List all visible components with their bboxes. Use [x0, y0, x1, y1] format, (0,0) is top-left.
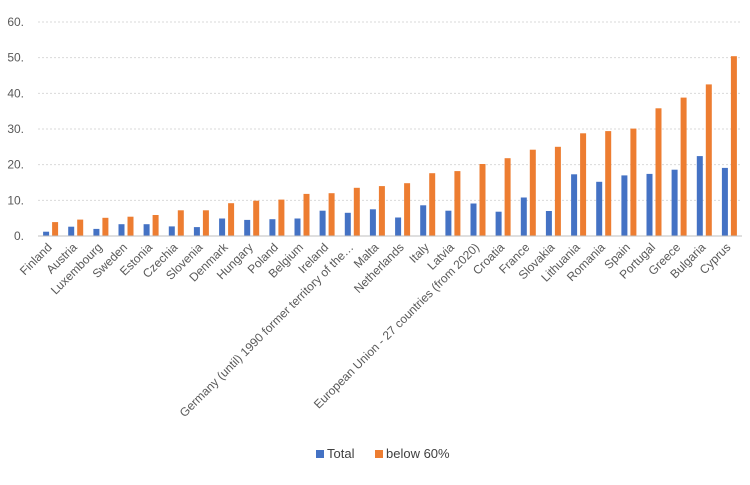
bar-total-5: [168, 226, 175, 236]
bar-below-60-18: [504, 158, 511, 236]
legend-label-1: below 60%: [386, 446, 450, 461]
bar-below-60-6: [202, 210, 209, 236]
bar-below-60-1: [77, 219, 84, 236]
bar-below-60-24: [655, 108, 662, 236]
y-tick-label: 10.: [7, 193, 24, 207]
y-tick-label: 40.: [7, 86, 24, 100]
bar-below-60-21: [580, 133, 587, 236]
bar-total-23: [621, 175, 628, 236]
bar-below-60-13: [378, 186, 385, 236]
bar-below-60-27: [730, 56, 737, 237]
bar-total-19: [520, 197, 527, 236]
bar-below-60-16: [454, 171, 461, 236]
bar-total-4: [143, 224, 150, 236]
bar-total-9: [269, 219, 276, 236]
bar-total-7: [219, 218, 226, 236]
bar-total-3: [118, 224, 125, 236]
legend-label-0: Total: [327, 446, 355, 461]
legend: Total below 60%: [316, 446, 450, 461]
bar-below-60-12: [353, 187, 360, 236]
bar-below-60-11: [328, 193, 335, 236]
bar-total-15: [420, 205, 427, 236]
bar-below-60-22: [605, 131, 612, 236]
bars: [43, 56, 737, 237]
bar-total-1: [68, 226, 75, 236]
bar-below-60-15: [429, 173, 436, 236]
bar-total-24: [646, 173, 653, 236]
y-tick-label: 60.: [7, 15, 24, 29]
bar-below-60-7: [228, 203, 235, 236]
bar-total-22: [596, 181, 603, 236]
legend-swatch-0: [316, 450, 324, 458]
bar-below-60-26: [705, 84, 712, 237]
bar-below-60-23: [630, 128, 637, 236]
legend-swatch-1: [375, 450, 383, 458]
y-tick-label: 0.: [14, 229, 24, 243]
bar-total-27: [721, 167, 728, 236]
bar-total-21: [571, 174, 578, 236]
bar-below-60-5: [177, 210, 184, 236]
bar-total-18: [495, 211, 502, 236]
bar-total-26: [696, 156, 703, 236]
bar-below-60-10: [303, 193, 310, 236]
x-axis-labels: FinlandAustriaLuxembourgSwedenEstoniaCze…: [17, 240, 734, 420]
bar-total-2: [93, 228, 100, 236]
bar-total-17: [470, 203, 477, 236]
bar-below-60-4: [152, 215, 159, 236]
bar-total-13: [369, 209, 376, 237]
bar-total-10: [294, 218, 301, 236]
y-axis-ticks: 0. 10. 20. 30. 40. 50. 60.: [7, 15, 24, 243]
bar-total-16: [445, 210, 452, 236]
bar-total-8: [244, 219, 251, 236]
bar-below-60-25: [680, 97, 687, 236]
y-tick-label: 20.: [7, 158, 24, 172]
y-tick-label: 30.: [7, 122, 24, 136]
bar-below-60-8: [253, 200, 260, 236]
bar-total-12: [344, 212, 351, 236]
bar-total-6: [193, 227, 200, 236]
bar-below-60-0: [52, 222, 59, 236]
bar-total-11: [319, 210, 326, 236]
bar-below-60-14: [404, 183, 411, 236]
bar-total-25: [671, 169, 678, 236]
bar-below-60-2: [102, 217, 109, 236]
bar-below-60-19: [529, 149, 536, 236]
bar-below-60-3: [127, 216, 134, 236]
bar-below-60-20: [554, 146, 561, 236]
bar-below-60-9: [278, 199, 285, 236]
bar-total-14: [395, 217, 402, 236]
bar-total-20: [545, 211, 552, 236]
bar-below-60-17: [479, 164, 486, 236]
y-tick-label: 50.: [7, 51, 24, 65]
bar-total-0: [43, 231, 50, 236]
gridlines: [38, 21, 742, 201]
